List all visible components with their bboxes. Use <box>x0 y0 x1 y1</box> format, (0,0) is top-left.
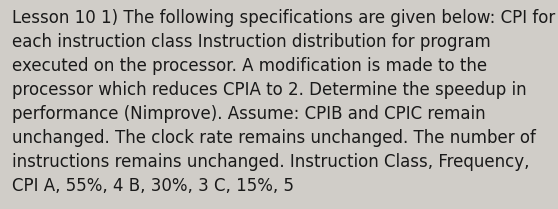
Text: Lesson 10 1) The following specifications are given below: CPI for
each instruct: Lesson 10 1) The following specification… <box>12 9 556 195</box>
